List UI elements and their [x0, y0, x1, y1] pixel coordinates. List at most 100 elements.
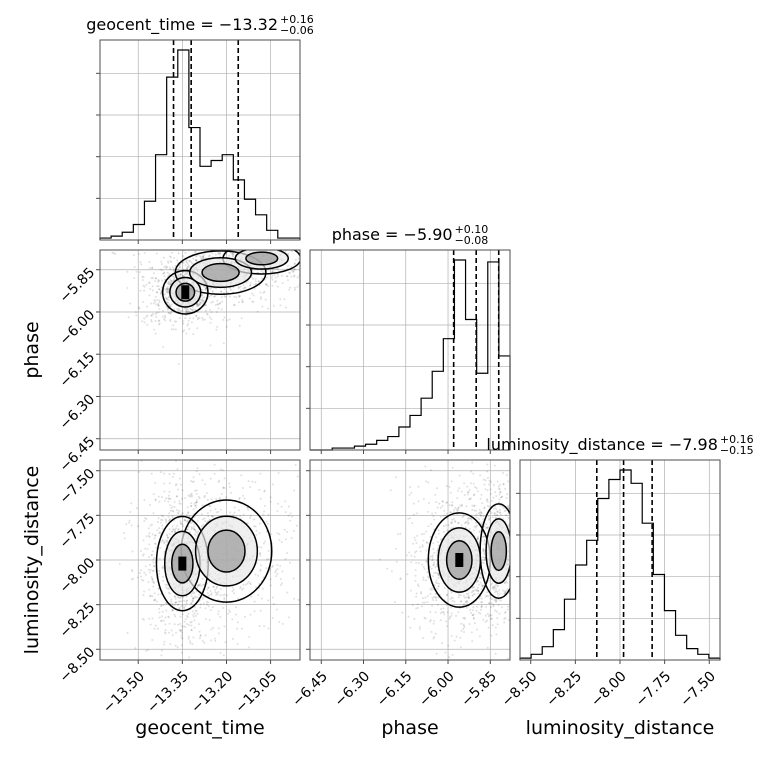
sample-point	[191, 643, 194, 646]
sample-point	[160, 286, 163, 289]
sample-point	[487, 579, 490, 582]
sample-point	[466, 519, 469, 522]
sample-point	[210, 593, 213, 596]
sample-point	[166, 288, 169, 291]
sample-point	[257, 594, 260, 597]
sample-point	[496, 592, 499, 595]
sample-point	[268, 236, 270, 238]
sample-point	[170, 506, 173, 509]
sample-point	[445, 620, 448, 623]
sample-point	[175, 509, 178, 512]
sample-point	[228, 486, 231, 489]
sample-point	[493, 585, 496, 588]
sample-point	[212, 585, 215, 588]
sample-point	[268, 240, 270, 242]
sample-point	[165, 539, 168, 542]
sample-point	[196, 304, 199, 307]
sample-point	[237, 246, 239, 248]
sample-point	[453, 600, 456, 603]
sample-point	[513, 583, 515, 585]
sample-point	[233, 511, 236, 514]
sample-point	[246, 582, 249, 585]
sample-point	[148, 532, 151, 535]
sample-point	[271, 243, 273, 245]
sample-point	[143, 499, 146, 502]
sample-point	[177, 623, 180, 626]
sample-point	[479, 530, 482, 533]
sample-point	[499, 483, 502, 486]
sample-point	[148, 281, 151, 284]
sample-point	[188, 247, 190, 249]
sample-point	[310, 245, 312, 247]
sample-point	[466, 517, 469, 520]
sample-point	[431, 597, 434, 600]
sample-point	[161, 538, 164, 541]
sample-point	[233, 592, 236, 595]
sample-point	[146, 305, 149, 308]
sample-point	[304, 254, 306, 256]
sample-point	[173, 530, 176, 533]
sample-point	[486, 498, 489, 501]
sample-point	[213, 247, 215, 249]
sample-point	[232, 252, 235, 255]
sample-point	[506, 657, 509, 660]
sample-point	[135, 314, 138, 317]
sample-point	[410, 491, 413, 494]
sample-point	[510, 510, 512, 512]
sample-point	[241, 301, 244, 304]
sample-point	[303, 237, 305, 239]
sample-point	[223, 241, 225, 243]
sample-point	[154, 300, 157, 303]
sample-point	[194, 259, 197, 262]
sample-point	[202, 602, 205, 605]
sample-point	[256, 237, 258, 239]
sample-point	[236, 621, 239, 624]
sample-point	[472, 617, 475, 620]
sample-point	[194, 531, 197, 534]
sample-point	[224, 295, 227, 298]
sample-point	[194, 529, 197, 532]
sample-point	[171, 530, 174, 533]
sample-point	[194, 489, 197, 492]
sample-point	[284, 244, 286, 246]
sample-point	[480, 512, 483, 515]
sample-point	[275, 569, 278, 572]
sample-point	[159, 471, 162, 474]
sample-point	[169, 312, 172, 315]
sample-point	[399, 578, 402, 581]
sample-point	[143, 289, 146, 292]
sample-point	[429, 610, 432, 613]
sample-point	[138, 307, 141, 310]
sample-point	[516, 545, 518, 547]
sample-point	[442, 500, 445, 503]
sample-point	[191, 480, 194, 483]
sample-point	[473, 505, 476, 508]
sample-point	[201, 316, 204, 319]
sample-point	[506, 608, 509, 611]
sample-point	[215, 587, 218, 590]
sample-point	[293, 263, 296, 266]
sample-point	[271, 565, 274, 568]
sample-point	[210, 592, 213, 595]
sample-point	[267, 558, 270, 561]
sample-point	[194, 250, 197, 253]
sample-point	[498, 592, 501, 595]
sample-point	[180, 628, 183, 631]
sample-point	[411, 542, 414, 545]
title-lower-error: −0.15	[720, 444, 754, 457]
x-tick-label: −8.00	[588, 668, 630, 710]
sample-point	[513, 558, 515, 560]
sample-point	[492, 585, 495, 588]
sample-point	[477, 518, 480, 521]
sample-point	[211, 606, 214, 609]
sample-point	[158, 299, 161, 302]
sample-point	[210, 498, 213, 501]
sample-point	[123, 537, 126, 540]
sample-point	[467, 594, 470, 597]
sample-point	[223, 487, 226, 490]
sample-point	[294, 243, 296, 245]
sample-point	[198, 316, 201, 319]
sample-point	[262, 542, 265, 545]
sample-point	[225, 594, 228, 597]
sample-point	[416, 606, 419, 609]
